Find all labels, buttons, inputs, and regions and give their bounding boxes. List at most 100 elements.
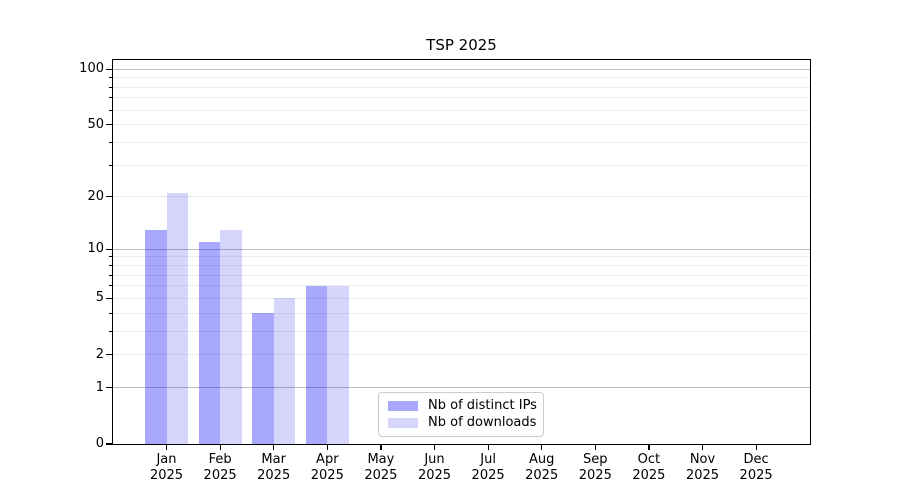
x-tick-label-may: May 2025 [346,452,416,484]
x-tick-month-aug: Aug [528,452,555,467]
x-tick-month-may: May [367,452,395,467]
gridline-major-100 [113,68,810,70]
y-tick-label-20: 20 [87,188,104,204]
y-tick-mark-5 [106,297,113,300]
bar-nb-of-downloads-feb [220,229,242,444]
legend-swatch-nb-of-downloads [388,417,418,428]
y-tick-mark-minor-4 [109,312,113,314]
x-tick-year-mar: 2025 [257,468,291,483]
legend-entry-nb-of-distinct-ips: Nb of distinct IPs [379,397,543,414]
gridline-minor-20 [113,196,810,198]
x-tick-year-jul: 2025 [471,468,505,483]
x-tick-year-dec: 2025 [739,468,773,483]
x-tick-mark-jul [487,444,489,450]
x-tick-mark-jun [433,444,436,450]
gridline-minor-80 [113,86,810,88]
x-tick-mark-jan [165,444,168,450]
x-tick-mark-may [380,444,382,450]
y-tick-mark-minor-40 [109,141,113,143]
x-tick-month-mar: Mar [261,452,286,467]
x-tick-label-jun: Jun 2025 [400,452,470,484]
y-tick-mark-minor-6 [109,285,113,287]
x-tick-year-jan: 2025 [149,468,184,483]
x-tick-label-aug: Aug 2025 [507,452,577,484]
x-tick-year-jun: 2025 [417,468,452,483]
bar-nb-of-distinct-ips-feb [198,242,221,444]
y-tick-mark-minor-80 [109,86,113,88]
bar-nb-of-distinct-ips-apr [305,285,328,444]
x-tick-mark-sep [594,444,596,450]
bar-nb-of-downloads-apr [327,285,349,444]
y-tick-mark-minor-70 [109,97,113,99]
y-tick-mark-minor-3 [109,330,113,332]
legend-swatch-nb-of-distinct-ips [388,400,418,411]
bar-nb-of-distinct-ips-mar [252,313,274,444]
y-tick-mark-100 [106,68,113,70]
y-tick-mark-1 [106,387,113,389]
x-tick-label-jul: Jul 2025 [453,452,523,484]
x-tick-month-jan: Jan [156,452,177,467]
y-tick-mark-2 [106,354,113,356]
x-tick-label-sep: Sep 2025 [560,452,630,484]
y-tick-mark-50 [106,124,113,126]
bar-nb-of-distinct-ips-jan [145,229,167,444]
y-tick-label-2: 2 [95,346,104,362]
y-tick-mark-minor-60 [109,109,113,111]
x-tick-label-dec: Dec 2025 [721,452,791,484]
x-tick-label-feb: Feb 2025 [185,452,255,484]
bar-nb-of-downloads-mar [273,298,296,444]
x-tick-label-oct: Oct 2025 [614,452,684,484]
y-tick-mark-minor-90 [109,77,113,79]
x-tick-mark-feb [219,444,221,450]
x-tick-label-nov: Nov 2025 [668,452,738,484]
x-tick-mark-apr [326,444,328,450]
bar-nb-of-downloads-jan [166,192,188,444]
x-tick-year-oct: 2025 [632,468,666,483]
chart-title: TSP 2025 [426,36,497,54]
x-tick-mark-oct [648,444,650,450]
x-tick-month-oct: Oct [637,452,661,467]
gridline-minor-40 [113,141,810,143]
x-tick-month-nov: Nov [689,452,716,467]
x-tick-month-apr: Apr [316,452,339,467]
plot-area [112,59,811,445]
y-tick-label-5: 5 [95,290,104,306]
y-tick-mark-10 [106,248,113,250]
x-tick-month-jul: Jul [480,452,496,467]
y-tick-mark-minor-8 [109,265,113,267]
x-tick-year-feb: 2025 [203,468,237,483]
x-tick-month-jun: Jun [424,452,445,467]
x-tick-mark-dec [755,444,757,450]
x-tick-mark-aug [541,444,543,450]
y-tick-label-100: 100 [79,61,104,77]
y-tick-label-50: 50 [87,116,104,132]
legend: Nb of distinct IPs Nb of downloads [378,392,544,437]
y-tick-mark-minor-30 [109,164,113,166]
y-tick-mark-0 [106,443,113,445]
gridline-minor-70 [113,97,810,99]
y-tick-label-10: 10 [87,241,104,257]
x-tick-year-apr: 2025 [310,468,344,483]
x-tick-year-sep: 2025 [578,468,612,483]
x-tick-label-jan: Jan 2025 [132,452,202,484]
x-tick-year-aug: 2025 [525,468,559,483]
legend-label-nb-of-downloads: Nb of downloads [428,415,537,430]
gridline-minor-60 [113,109,810,111]
x-tick-label-apr: Apr 2025 [292,452,362,484]
x-tick-month-dec: Dec [743,452,769,467]
x-tick-mark-nov [701,444,704,450]
y-tick-mark-20 [106,196,113,198]
x-tick-year-nov: 2025 [685,468,720,483]
legend-entry-nb-of-downloads: Nb of downloads [379,414,543,431]
gridline-minor-50 [113,124,810,126]
y-tick-label-1: 1 [95,379,104,395]
x-tick-month-sep: Sep [583,452,608,467]
y-tick-mark-minor-9 [109,256,113,258]
y-tick-mark-minor-7 [109,274,113,276]
gridline-minor-30 [113,164,810,166]
x-tick-mark-mar [273,444,275,450]
x-tick-label-mar: Mar 2025 [239,452,309,484]
x-tick-month-feb: Feb [208,452,232,467]
gridline-minor-90 [113,77,810,79]
